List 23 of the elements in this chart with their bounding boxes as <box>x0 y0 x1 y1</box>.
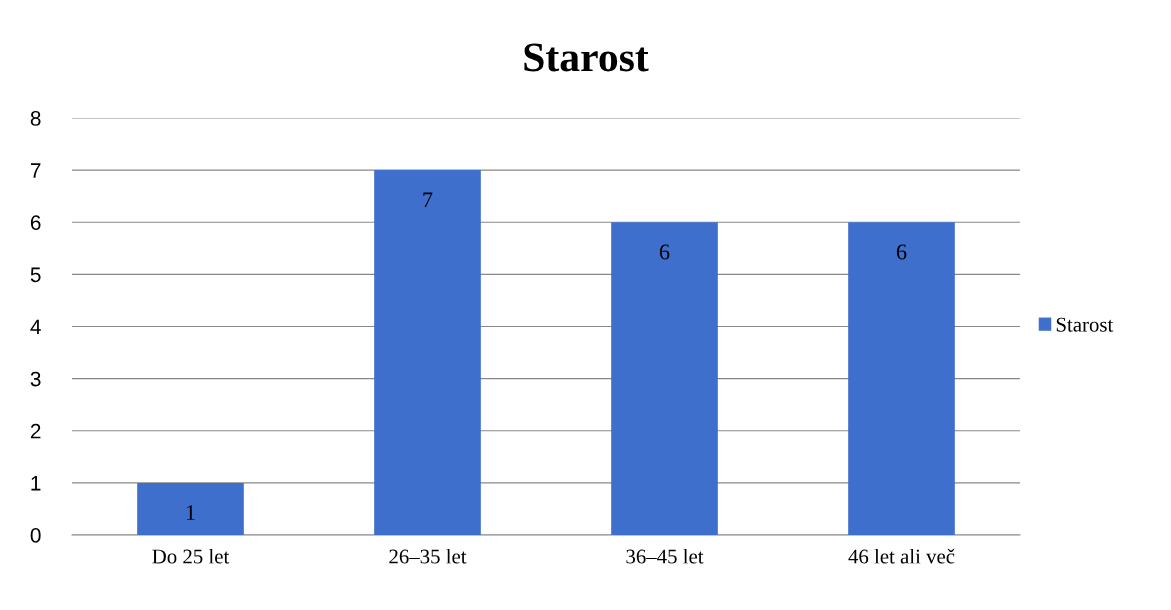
y-tick-label: 4 <box>30 319 41 335</box>
chart-title: Starost <box>524 43 649 72</box>
bar <box>374 170 481 535</box>
y-tick-label: 7 <box>30 163 41 178</box>
legend-label: Starost <box>1056 317 1114 332</box>
x-tick-label: 36–45 let <box>626 548 704 564</box>
data-label: 1 <box>186 505 195 520</box>
y-tick-label: 3 <box>30 371 41 387</box>
y-tick-label: 0 <box>30 528 41 543</box>
data-label: 6 <box>659 244 670 260</box>
y-tick-label: 5 <box>30 267 41 283</box>
y-tick-label: 2 <box>30 423 41 439</box>
bar <box>137 482 244 535</box>
data-label: 6 <box>896 244 907 260</box>
y-tick-label: 1 <box>31 476 41 491</box>
x-tick-label: 26–35 let <box>389 548 467 564</box>
x-tick-label: Do 25 let <box>152 548 230 564</box>
y-tick-label: 8 <box>30 111 41 126</box>
data-label: 7 <box>423 192 433 208</box>
bar <box>848 222 955 535</box>
bar <box>611 222 718 535</box>
y-tick-label: 6 <box>30 215 41 230</box>
x-tick-label: 46 let ali več <box>848 548 955 564</box>
